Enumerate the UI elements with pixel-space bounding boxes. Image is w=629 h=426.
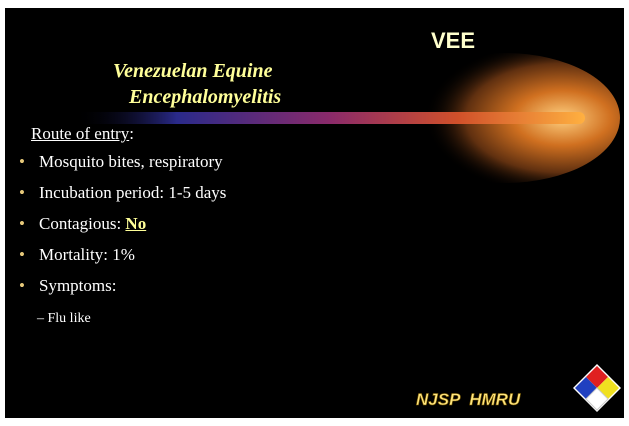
sub-bullet-text: Flu like: [48, 311, 91, 326]
bullet-item: •Incubation period: 1-5 days: [19, 183, 226, 214]
bullet-marker: •: [19, 183, 39, 203]
bullet-text: Contagious:: [39, 214, 125, 233]
heading: Route of entry:: [31, 124, 134, 144]
footer: NJSP HMRU: [416, 390, 520, 410]
bullet-text: Incubation period: 1-5 days: [39, 183, 226, 202]
sub-bullet-marker: –: [37, 311, 48, 326]
sub-bullet-list: – Flu like: [37, 311, 91, 327]
bullet-text: Symptoms:: [39, 276, 116, 295]
slide-title: VEE: [431, 28, 475, 54]
subtitle: Encephalomyelitis: [129, 86, 281, 109]
bullet-item: •Mosquito bites, respiratory: [19, 152, 226, 183]
bullet-emphasis: No: [125, 214, 146, 233]
heading-text: Route of entry: [31, 124, 129, 143]
bullet-marker: •: [19, 276, 39, 296]
sub-bullet-item: – Flu like: [37, 311, 91, 327]
bullet-marker: •: [19, 214, 39, 234]
heading-suffix: :: [129, 124, 134, 143]
bullet-text: Mosquito bites, respiratory: [39, 152, 223, 171]
bullet-item: •Contagious: No: [19, 214, 226, 245]
bullet-list: •Mosquito bites, respiratory•Incubation …: [19, 152, 226, 307]
bullet-text: Mortality: 1%: [39, 245, 135, 264]
bullet-item: •Symptoms:: [19, 276, 226, 307]
slide: VEE Venezuelan Equine Encephalomyelitis …: [5, 8, 624, 418]
page: VEE Venezuelan Equine Encephalomyelitis …: [0, 0, 629, 426]
bullet-item: •Mortality: 1%: [19, 245, 226, 276]
bullet-marker: •: [19, 152, 39, 172]
subtitle: Venezuelan Equine: [113, 60, 272, 83]
bullet-marker: •: [19, 245, 39, 265]
